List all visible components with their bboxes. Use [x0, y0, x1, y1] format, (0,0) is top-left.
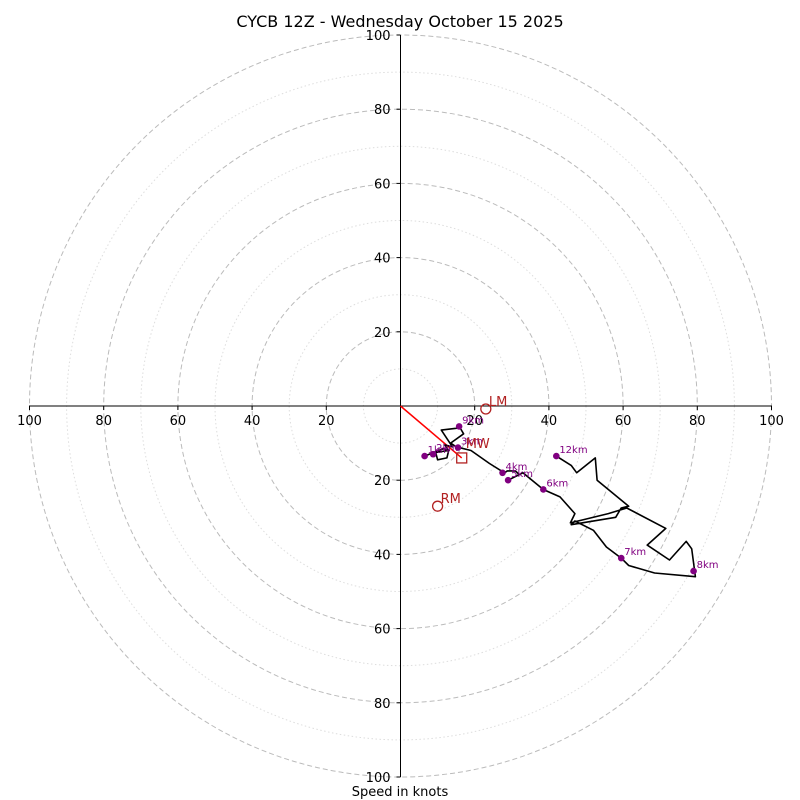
y-tick-label: 80 — [374, 103, 391, 118]
height-label-5km: 5km — [511, 469, 533, 480]
hodograph-series — [400, 405, 697, 578]
y-tick-label: 40 — [374, 252, 391, 267]
height-label-7km: 7km — [624, 547, 646, 558]
x-tick-label: 80 — [95, 414, 112, 429]
height-label-6km: 6km — [546, 478, 568, 489]
storm-motion: LM RM MW — [431, 395, 507, 512]
y-tick-label: 40 — [374, 548, 391, 563]
x-tick-label: 20 — [318, 414, 335, 429]
y-tick-label: 100 — [366, 29, 391, 44]
storm-motion-label-rm: RM — [441, 492, 461, 507]
x-tick-label: 40 — [541, 414, 558, 429]
height-marker-3km — [454, 444, 462, 451]
hodograph-line — [424, 426, 697, 578]
storm-motion-lm — [480, 403, 492, 415]
tick-labels: 100 80 60 40 20 20 40 60 80 100 100 100 80 80 60 60 40 40… — [17, 29, 784, 786]
shear-vector — [400, 405, 463, 459]
storm-motion-label-lm: LM — [489, 395, 507, 410]
height-label-4km: 4km — [506, 462, 528, 473]
height-label-1km: 1km — [428, 445, 450, 456]
height-label-9km: 9km — [462, 415, 484, 426]
height-marker-6km — [540, 486, 547, 493]
height-marker-7km — [617, 554, 625, 562]
chart-title: CYCB 12Z - Wednesday October 15 2025 — [236, 12, 563, 31]
x-tick-label: 80 — [689, 414, 706, 429]
height-label-3km: 3km — [461, 437, 483, 448]
y-tick-label: 60 — [374, 177, 391, 192]
x-tick-label: 40 — [244, 414, 261, 429]
height-label-2km: 2km — [436, 443, 458, 454]
y-tick-label: 20 — [374, 474, 391, 489]
y-tick-label: 20 — [374, 326, 391, 341]
storm-motion-rm — [431, 500, 444, 512]
height-marker-1km — [421, 452, 428, 460]
x-axis-label: Speed in knots — [352, 785, 449, 800]
storm-motion-label-mw: MW — [466, 437, 490, 452]
height-marker-12km — [553, 452, 560, 460]
height-marker-9km — [455, 423, 463, 430]
x-tick-label: 100 — [17, 414, 42, 429]
height-label-12km: 12km — [559, 445, 587, 456]
height-marker-5km — [504, 476, 512, 484]
y-tick-label: 60 — [374, 623, 391, 638]
y-tick-label: 80 — [374, 697, 391, 712]
x-tick-label: 100 — [759, 414, 784, 429]
height-label-8km: 8km — [697, 560, 719, 571]
height-marker-8km — [690, 567, 697, 575]
storm-motion-mw — [456, 452, 468, 464]
x-tick-label: 60 — [170, 414, 187, 429]
height-marker-4km — [499, 469, 506, 477]
y-tick-label: 100 — [366, 771, 391, 786]
height-marker-2km — [429, 450, 437, 458]
x-tick-label: 60 — [615, 414, 632, 429]
x-tick-label: 20 — [466, 414, 483, 429]
